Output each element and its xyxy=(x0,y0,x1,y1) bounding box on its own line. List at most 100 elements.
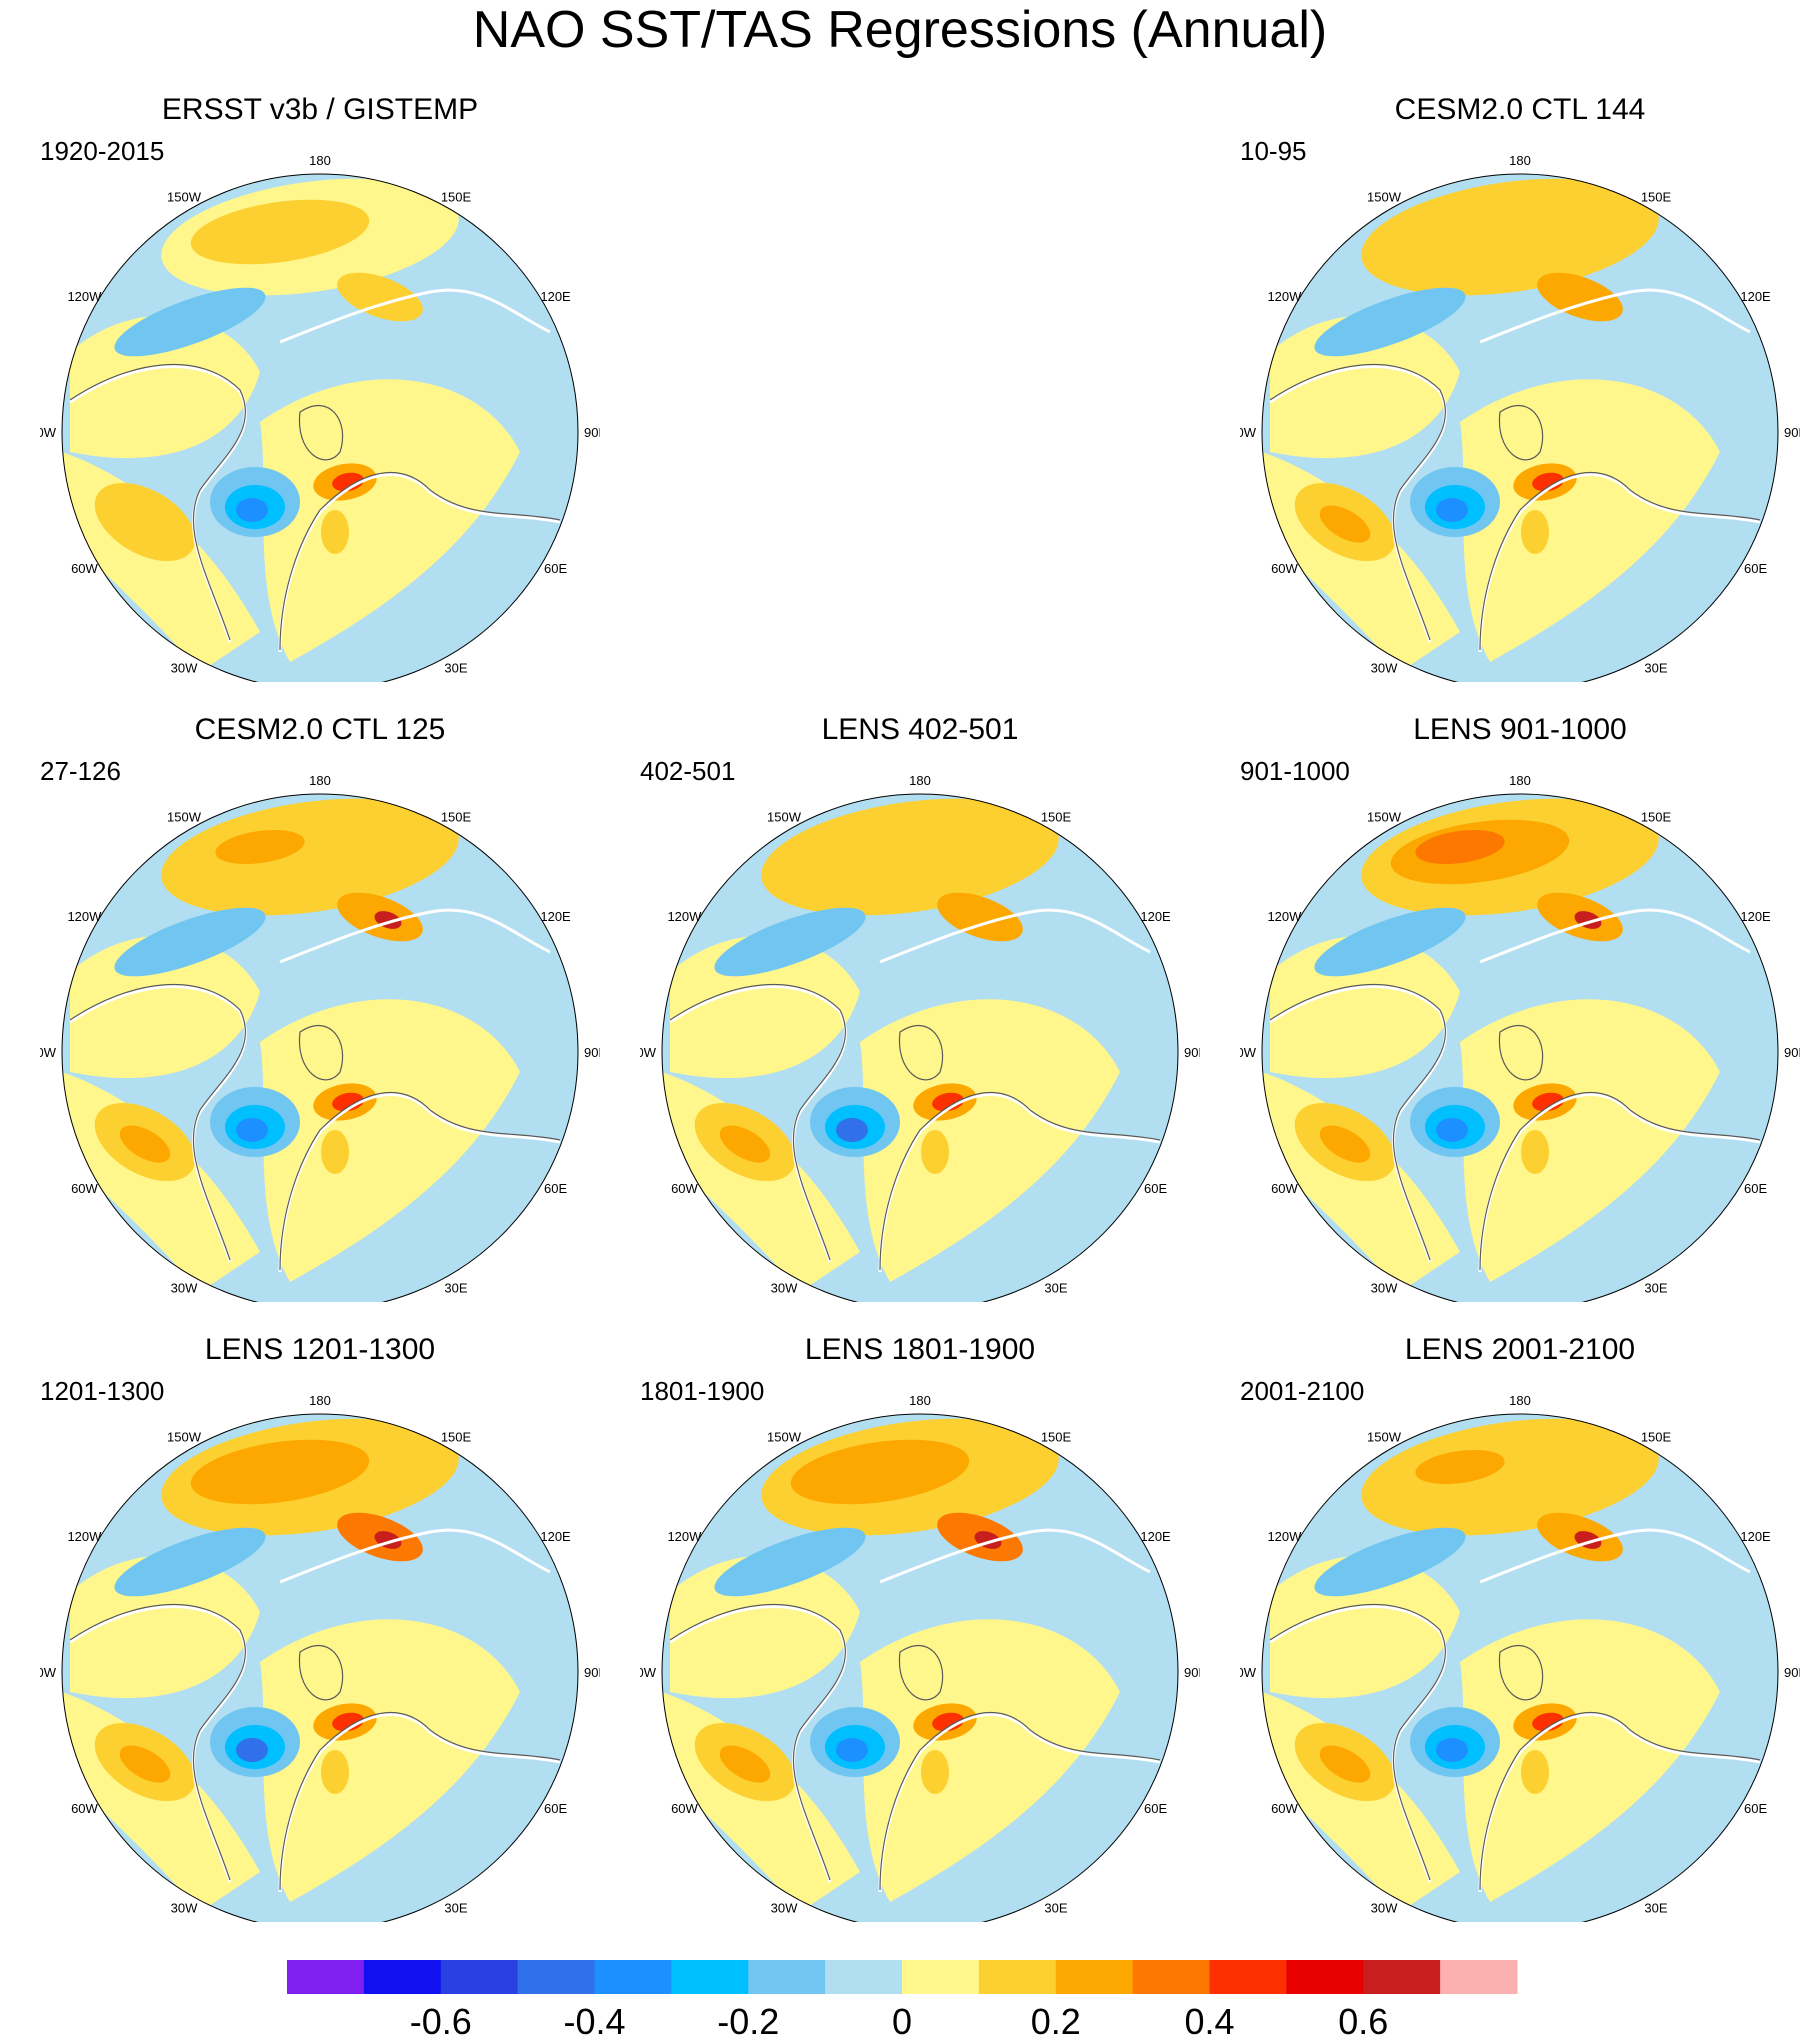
longitude-label: 150W xyxy=(767,1429,802,1444)
colorbar-bin xyxy=(517,1960,595,1994)
longitude-label: 60W xyxy=(71,1801,98,1816)
subpolar-cool-maximum xyxy=(236,1738,268,1762)
panel-period: 1801-1900 xyxy=(640,1376,765,1406)
scandinavia-maximum xyxy=(1532,472,1564,492)
colorbar-bin xyxy=(902,1960,980,1994)
colorbar-bin xyxy=(748,1960,826,1994)
scandinavia-maximum xyxy=(332,1712,364,1732)
map-boundary xyxy=(661,1413,1179,1922)
longitude-label: 120W xyxy=(667,909,702,924)
longitude-label: 150E xyxy=(441,809,472,824)
pacific-cool-anomaly xyxy=(114,907,266,977)
panel-title: LENS 402-501 xyxy=(821,713,1019,746)
subpolar-cool-maximum xyxy=(1436,498,1468,522)
longitude-label: 120E xyxy=(540,289,571,304)
coastlines xyxy=(669,1528,1161,1893)
coastlines xyxy=(69,288,561,653)
longitude-label: 30W xyxy=(1371,1901,1398,1916)
colorbar-bin xyxy=(825,1960,903,1994)
map-boundary xyxy=(61,793,579,1302)
land-outline xyxy=(69,984,561,1271)
map-boundary xyxy=(61,1413,579,1922)
longitude-label: 60W xyxy=(1271,1801,1298,1816)
panel-title: LENS 1801-1900 xyxy=(804,1333,1036,1366)
panel-title: LENS 901-1000 xyxy=(1413,713,1627,746)
subpolar-cool-maximum xyxy=(1436,1738,1468,1762)
colorbar-tick-label: -0.4 xyxy=(563,2001,625,2042)
longitude-label: 60E xyxy=(1144,1801,1167,1816)
subpolar-cool-maximum xyxy=(236,1118,268,1142)
panel-title: CESM2.0 CTL 144 xyxy=(1394,93,1646,126)
longitude-label: 90E xyxy=(1184,1665,1200,1680)
east-asia-anomaly xyxy=(937,892,1023,942)
land-outline xyxy=(69,364,561,651)
longitude-label: 150E xyxy=(1041,1429,1072,1444)
longitude-label: 30E xyxy=(1644,1901,1667,1916)
longitude-label: 30E xyxy=(444,661,467,676)
coastlines xyxy=(669,908,1161,1273)
longitude-label: 30W xyxy=(171,661,198,676)
north-pacific-maximum xyxy=(215,829,305,865)
eurasia-field xyxy=(260,999,520,1282)
longitude-label: 90E xyxy=(584,1665,600,1680)
subpolar-cool-maximum xyxy=(836,1118,868,1142)
land-outline xyxy=(1269,1604,1761,1891)
panel-title: CESM2.0 CTL 125 xyxy=(194,713,446,746)
map-panel: LENS 1201-1300 180150E120E90E60E30E030W60… xyxy=(40,1332,600,1922)
map-panel: CESM2.0 CTL 144 180150E120E90E60E30E030W6… xyxy=(1240,92,1800,682)
panel-period: 1920-2015 xyxy=(40,136,165,166)
longitude-label: 180 xyxy=(1509,153,1531,168)
longitude-label: 90W xyxy=(640,1665,657,1680)
colorbar-bin xyxy=(1440,1960,1518,1994)
subtropical-atlantic-core xyxy=(719,1125,771,1163)
polar-map: 180150E120E90E60E30E030W60W90W120W150W xyxy=(1240,773,1800,1302)
map-panel: LENS 2001-2100180150E120E90E60E30E030W60… xyxy=(1240,1332,1800,1922)
panel-period: 1201-1300 xyxy=(40,1376,165,1406)
baltic-anomaly xyxy=(921,1130,949,1174)
panel-title: LENS 1201-1300 xyxy=(204,1333,436,1366)
map-boundary xyxy=(661,793,1179,1302)
longitude-label: 60W xyxy=(671,1801,698,1816)
longitude-label: 90W xyxy=(1240,1045,1257,1060)
longitude-label: 60W xyxy=(1271,1181,1298,1196)
longitude-label: 180 xyxy=(909,1393,931,1408)
baltic-anomaly xyxy=(321,1750,349,1794)
longitude-label: 180 xyxy=(309,773,331,788)
colorbar-tick-label: 0.6 xyxy=(1338,2001,1388,2042)
north-pacific-core xyxy=(190,1439,370,1505)
longitude-label: 30W xyxy=(771,1281,798,1296)
coastlines xyxy=(1269,1528,1761,1893)
scandinavia-maximum xyxy=(332,1092,364,1112)
longitude-label: 60E xyxy=(544,561,567,576)
polar-map: 180150E120E90E60E30E030W60W90W120W150W xyxy=(40,153,600,682)
longitude-label: 150E xyxy=(441,1429,472,1444)
panel-period: 901-1000 xyxy=(1240,756,1350,786)
longitude-label: 120E xyxy=(1140,909,1171,924)
longitude-label: 120W xyxy=(1267,909,1302,924)
colorbar-tick-label: -0.6 xyxy=(410,2001,472,2042)
polar-map: 180150E120E90E60E30E030W60W90W120W150W xyxy=(1240,153,1800,682)
pacific-cool-anomaly xyxy=(114,1527,266,1597)
polar-map: 180150E120E90E60E30E030W60W90W120W150W xyxy=(40,773,600,1302)
land-outline xyxy=(1269,984,1761,1271)
longitude-label: 120W xyxy=(667,1529,702,1544)
subtropical-atlantic-core xyxy=(1319,1125,1371,1163)
figure-title: NAO SST/TAS Regressions (Annual) xyxy=(472,1,1328,59)
colorbar-bin xyxy=(1209,1960,1287,1994)
panel-title: LENS 2001-2100 xyxy=(1404,1333,1636,1366)
colorbar-bin xyxy=(363,1960,442,1994)
coastlines xyxy=(1269,908,1761,1273)
polar-map: 180150E120E90E60E30E030W60W90W120W150W xyxy=(640,773,1200,1302)
baltic-anomaly xyxy=(321,1130,349,1174)
north-pacific-core xyxy=(190,199,370,265)
longitude-label: 60W xyxy=(71,561,98,576)
colorbar-bin xyxy=(287,1960,365,1994)
east-asia-anomaly xyxy=(1537,272,1623,322)
panel-period: 402-501 xyxy=(640,756,736,786)
map-boundary xyxy=(61,173,579,682)
longitude-label: 180 xyxy=(1509,1393,1531,1408)
longitude-label: 60E xyxy=(1144,1181,1167,1196)
panel-title: ERSST v3b / GISTEMP xyxy=(161,93,479,126)
polar-map: 180150E120E90E60E30E030W60W90W120W150W xyxy=(40,1393,600,1922)
longitude-label: 30W xyxy=(171,1281,198,1296)
